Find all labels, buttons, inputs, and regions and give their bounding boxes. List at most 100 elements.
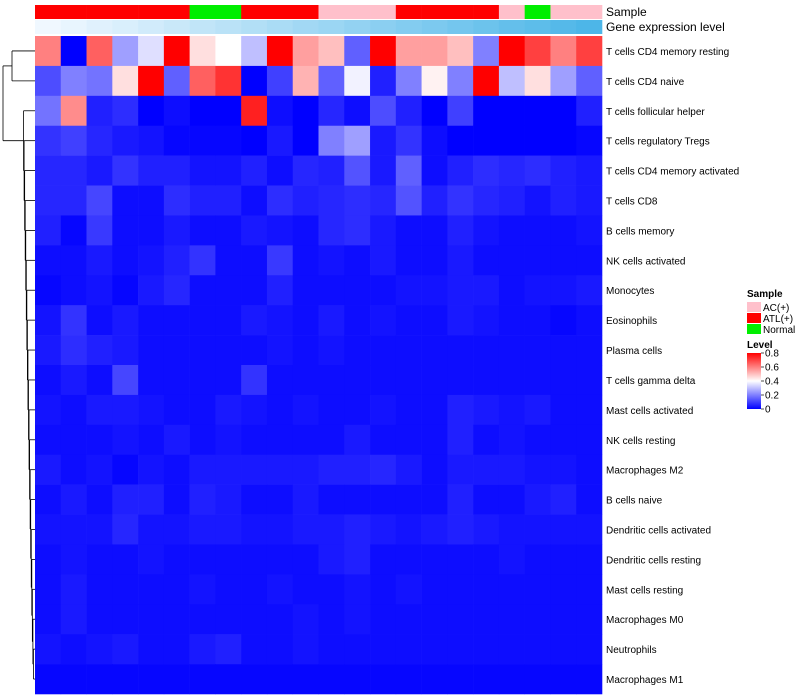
heatmap-cell: [215, 424, 242, 456]
heatmap-cell: [498, 65, 525, 97]
column-annotation-bars: [35, 5, 603, 34]
heatmap-cell: [189, 365, 216, 396]
heatmap-cell: [498, 514, 525, 545]
heatmap-cell: [473, 95, 500, 127]
heatmap-cell: [344, 95, 371, 127]
heatmap-cell: [498, 125, 525, 156]
heatmap-cell: [447, 484, 474, 515]
heatmap-cell: [215, 185, 242, 216]
heatmap-cell: [395, 634, 422, 665]
heatmap-cell: [163, 574, 190, 605]
heatmap-cell: [189, 424, 216, 456]
heatmap-cell: [215, 544, 242, 575]
heatmap-cell: [395, 454, 422, 485]
heatmap-cell: [473, 454, 500, 485]
heatmap-cell: [473, 275, 500, 306]
heatmap-cell: [421, 36, 448, 67]
heatmap-cell: [421, 245, 448, 276]
heatmap-cell: [112, 365, 139, 396]
heatmap-cell: [138, 215, 165, 246]
legend-swatch-atl: [747, 313, 761, 323]
heatmap-cell: [292, 574, 319, 605]
heatmap-cell: [370, 125, 397, 156]
heatmap-cell: [498, 394, 525, 426]
heatmap-cell: [550, 544, 577, 575]
heatmap-cell: [60, 574, 87, 605]
heatmap-cell: [292, 155, 319, 186]
expression-annotation-cell: [292, 20, 319, 34]
heatmap-cell: [421, 424, 448, 456]
heatmap-cell: [189, 454, 216, 485]
heatmap-cell: [189, 544, 216, 575]
heatmap-cell: [138, 484, 165, 515]
heatmap-cell: [241, 514, 268, 545]
heatmap-cell: [421, 365, 448, 396]
heatmap-cell: [215, 245, 242, 276]
heatmap-cell: [524, 125, 551, 156]
heatmap-cell: [112, 155, 139, 186]
heatmap-cell: [292, 664, 319, 695]
heatmap-cell: [266, 514, 294, 545]
heatmap-cell: [215, 36, 242, 67]
heatmap-cell: [35, 394, 62, 426]
sample-annotation-cell: [60, 5, 87, 19]
heatmap-cell: [447, 65, 474, 97]
heatmap-cell: [447, 95, 474, 127]
heatmap-cell: [550, 185, 577, 216]
heatmap-cell: [318, 604, 345, 635]
heatmap-cell: [447, 664, 474, 695]
heatmap-cell: [60, 125, 87, 156]
heatmap-cell: [266, 305, 294, 336]
heatmap-cell: [189, 125, 216, 156]
heatmap-cell: [266, 484, 294, 515]
heatmap-cell: [60, 484, 87, 515]
heatmap-cell: [524, 65, 551, 97]
heatmap-cell: [344, 604, 371, 635]
heatmap-cell: [266, 365, 294, 396]
heatmap-cell: [163, 394, 190, 426]
heatmap-cell: [35, 484, 62, 515]
expression-annotation-cell: [112, 20, 139, 34]
legend-level-tick-label: 0: [765, 405, 771, 416]
heatmap-cell: [292, 185, 319, 216]
heatmap-cell: [35, 365, 62, 396]
heatmap-cell: [35, 424, 62, 456]
row-label: NK cells resting: [606, 436, 675, 447]
heatmap-cell: [112, 245, 139, 276]
heatmap-cell: [447, 604, 474, 635]
heatmap-cell: [35, 155, 62, 186]
legend-sample: Sample AC(+) ATL(+) Normal: [747, 289, 795, 336]
heatmap-cell: [498, 424, 525, 456]
heatmap-cell: [189, 155, 216, 186]
expression-annotation-cell: [35, 20, 62, 34]
heatmap-cell: [498, 664, 525, 695]
heatmap-cell: [473, 484, 500, 515]
heatmap-cell: [215, 514, 242, 545]
heatmap-cell: [241, 215, 268, 246]
heatmap-cell: [421, 484, 448, 515]
heatmap-cell: [35, 454, 62, 485]
heatmap-cell: [473, 514, 500, 545]
heatmap-cell: [524, 514, 551, 545]
heatmap-cell: [60, 275, 87, 306]
sample-annotation-cell: [421, 5, 448, 19]
heatmap-cell: [189, 335, 216, 366]
heatmap-cell: [86, 484, 113, 515]
heatmap-cell: [60, 215, 87, 246]
sample-annotation-cell: [318, 5, 345, 19]
heatmap-cell: [86, 454, 113, 485]
heatmap-cell: [344, 454, 371, 485]
expression-annotation-cell: [395, 20, 422, 34]
heatmap-cell: [241, 544, 268, 575]
heatmap-cell: [498, 155, 525, 186]
heatmap-cell: [550, 574, 577, 605]
heatmap-cell: [344, 36, 371, 67]
heatmap-cell: [241, 664, 268, 695]
heatmap-cell: [370, 574, 397, 605]
heatmap-cell: [370, 514, 397, 545]
legend-label-atl: ATL(+): [763, 314, 793, 325]
heatmap-cell: [344, 65, 371, 97]
heatmap-cell: [189, 245, 216, 276]
heatmap-cell: [524, 95, 551, 127]
heatmap-cell: [550, 365, 577, 396]
